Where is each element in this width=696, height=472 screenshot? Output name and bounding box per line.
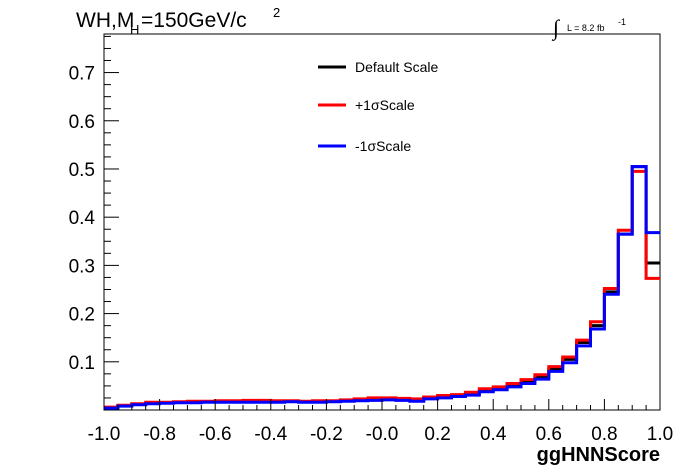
- y-tick-label: 0.6: [69, 112, 95, 133]
- series-line-1: [104, 169, 660, 409]
- legend-label-2: -1σScale: [355, 138, 411, 154]
- y-tick-label: 0.4: [69, 208, 96, 229]
- plot-lines: [104, 165, 660, 410]
- x-tick-label: 0.4: [480, 424, 507, 445]
- x-tick-label: 1.0: [647, 424, 673, 445]
- y-tick-label: 0.1: [69, 353, 95, 374]
- y-tick-label: 0.5: [69, 160, 95, 181]
- x-tick-label: 0.2: [424, 424, 450, 445]
- legend-label-1: +1σScale: [355, 97, 415, 113]
- y-tick-label: 0.2: [69, 305, 95, 326]
- x-tick-label: -0.4: [254, 424, 287, 445]
- legend: Default Scale +1σScale -1σScale: [318, 59, 438, 154]
- chart-title: WH,M H =150GeV/c 2: [76, 5, 280, 37]
- x-tick-label: -0.6: [199, 424, 232, 445]
- x-tick-label: 0.8: [591, 424, 617, 445]
- title-subscript: H: [130, 22, 139, 37]
- x-tick-label: 0.6: [536, 424, 562, 445]
- axes: -1.0 -0.8 -0.6 -0.4 -0.2 -0.0 0.2 0.4 0.6 0.8 1.0 0…: [69, 35, 673, 445]
- legend-label-0: Default Scale: [355, 59, 438, 75]
- luminosity-text: L = 8.2 fb: [567, 23, 604, 33]
- x-tick-label: -0.8: [143, 424, 176, 445]
- y-tick-label: 0.7: [69, 64, 95, 85]
- title-mid: =150GeV/c: [141, 9, 247, 32]
- title-superscript: 2: [273, 5, 280, 20]
- y-tick-label: 0.3: [69, 256, 95, 277]
- luminosity-label: ∫ L = 8.2 fb -1: [551, 15, 626, 41]
- luminosity-superscript: -1: [618, 17, 626, 27]
- x-tick-label: -0.2: [310, 424, 343, 445]
- x-axis-title: ggHNNScore: [537, 444, 660, 466]
- x-tick-label: -0.0: [366, 424, 399, 445]
- integral-sign: ∫: [551, 15, 561, 41]
- title-main: WH,M: [76, 9, 134, 32]
- series-line-2: [104, 165, 660, 410]
- series-line-0: [104, 165, 660, 410]
- x-tick-label: -1.0: [88, 424, 121, 445]
